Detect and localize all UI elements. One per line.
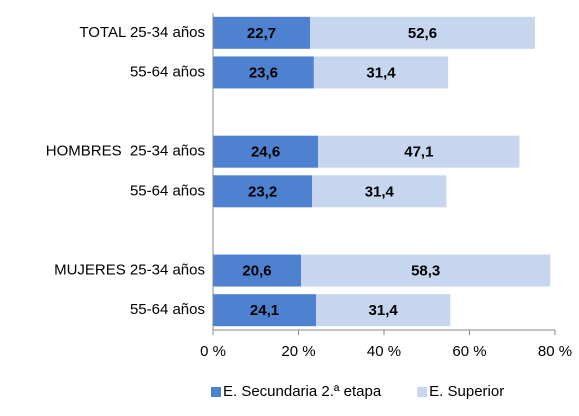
bar-segment: [310, 16, 535, 49]
category-label: MUJERES 25-34 años: [54, 262, 205, 279]
value-label: 24,6: [251, 144, 280, 161]
bar-segment: [313, 56, 449, 89]
category-label: HOMBRES 25-34 años: [46, 143, 205, 160]
value-label: 31,4: [365, 183, 395, 200]
category-label: 55-64 años: [130, 301, 205, 318]
value-label: 52,6: [408, 25, 437, 42]
legend-swatch: [417, 387, 428, 397]
bar-segment: [312, 175, 447, 208]
bar-segment: [301, 254, 551, 287]
category-label: 55-64 años: [130, 63, 205, 80]
bar-segment: [213, 175, 313, 208]
bar-segment: [318, 135, 520, 168]
value-label: 22,7: [247, 25, 276, 42]
bar-segment: [213, 56, 314, 89]
bar-segment: [213, 294, 317, 327]
value-label: 31,4: [366, 64, 396, 81]
x-tick-label: 0 %: [200, 343, 226, 360]
x-tick-label: 40 %: [367, 343, 401, 360]
bar-segment: [316, 294, 451, 327]
x-tick-label: 80 %: [538, 343, 572, 360]
bar-segment: [213, 135, 319, 168]
x-tick-label: 20 %: [281, 343, 315, 360]
x-tick-label: 60 %: [452, 343, 486, 360]
value-label: 31,4: [369, 302, 399, 319]
value-label: 23,6: [249, 64, 278, 81]
bar-segment: [213, 16, 311, 49]
value-label: 47,1: [404, 144, 433, 161]
bar-segment: [213, 254, 302, 287]
value-label: 24,1: [250, 302, 279, 319]
legend-label: E. Superior: [429, 383, 504, 400]
category-label: 55-64 años: [130, 182, 205, 199]
category-label: TOTAL 25-34 años: [79, 24, 205, 41]
value-label: 20,6: [242, 263, 271, 280]
value-label: 58,3: [411, 263, 440, 280]
legend-swatch: [211, 387, 221, 397]
value-label: 23,2: [248, 183, 277, 200]
legend-label: E. Secundaria 2.ª etapa: [223, 383, 382, 400]
